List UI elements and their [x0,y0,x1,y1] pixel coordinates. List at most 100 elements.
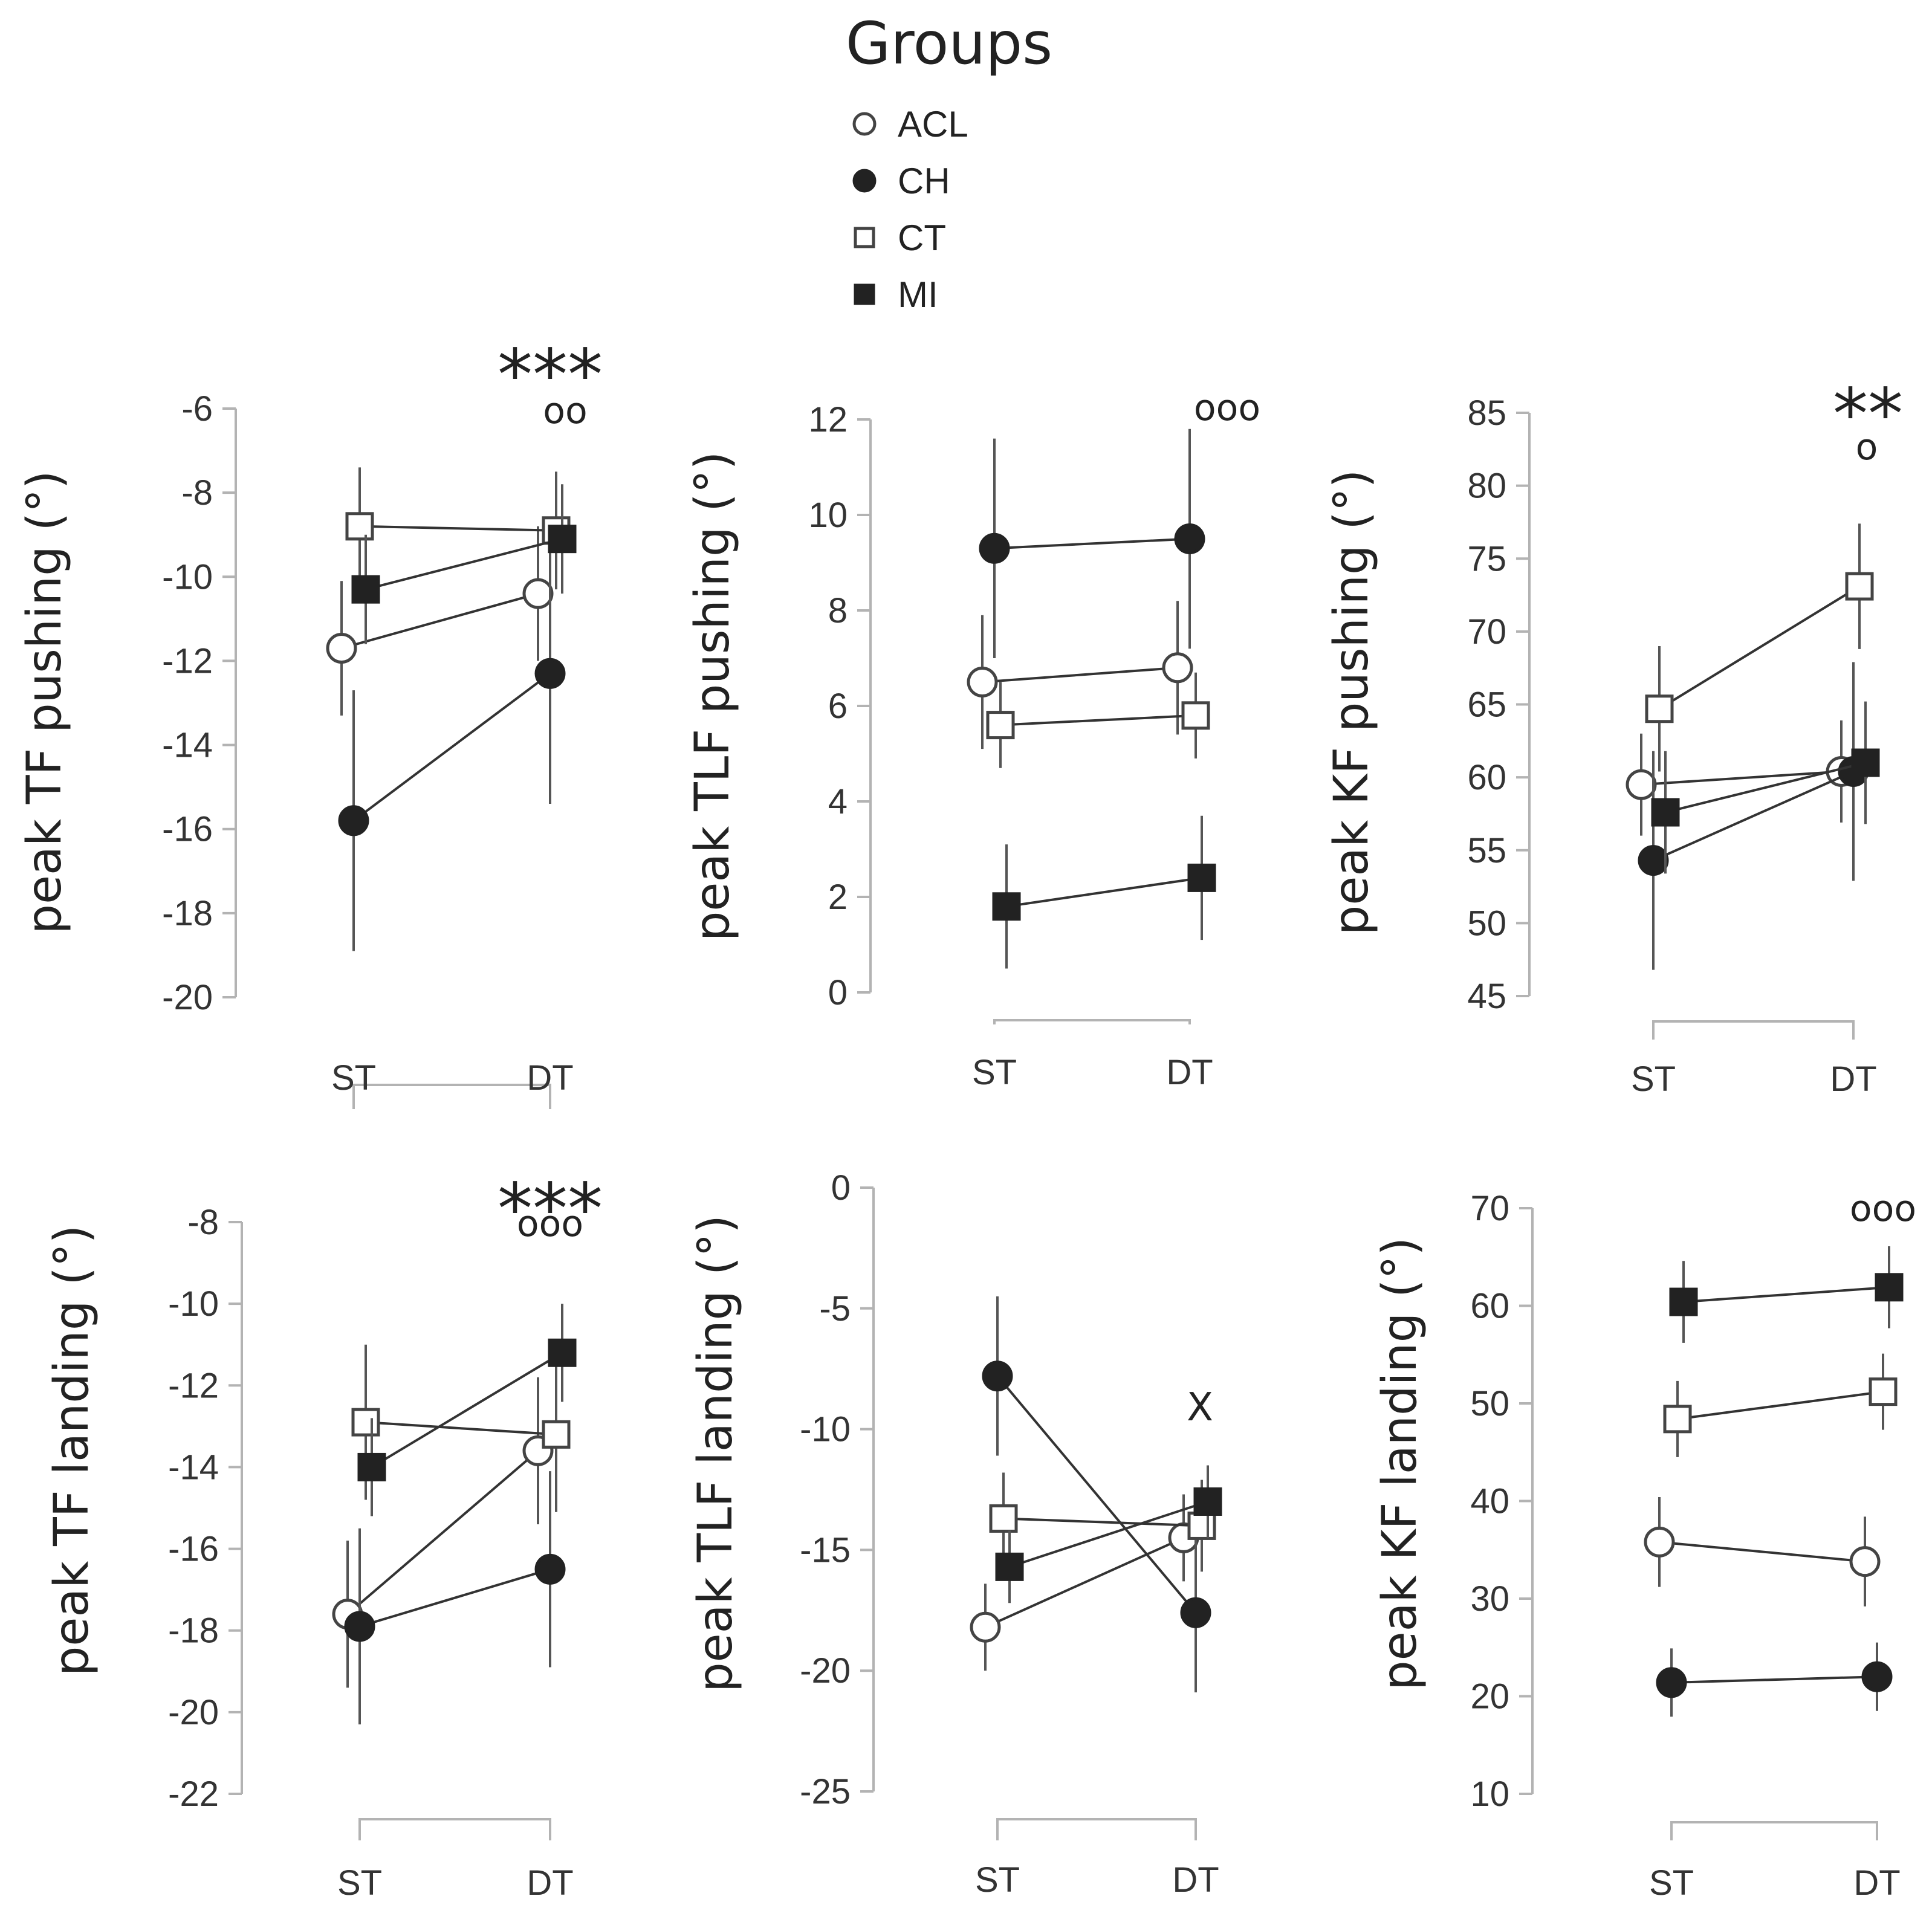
y-tick-label: 50 [1470,1384,1509,1423]
legend-entries: ACL CH CT MI [852,104,968,315]
significance-annotation: ooo [1850,1188,1916,1230]
panel-peak-tf-pushing: -6 -8 -10 -12 -14 -16 -18 -20 ST DT peak TF pushin… [18,334,603,1109]
series-line [996,1375,1197,1614]
y-axis-label: peak TF pushing (°) [18,471,72,934]
x-tick-label-dt: DT [1830,1060,1876,1099]
y-tick-label: -18 [162,894,213,933]
y-tick-label: 50 [1467,904,1506,943]
series-ct [989,1472,1216,1572]
point-ct-dt [1845,572,1874,601]
series-line [1000,714,1196,726]
significance-annotation: X [1187,1385,1213,1430]
series-line [1009,1500,1208,1568]
significance-annotation: *** [498,334,603,416]
series-ch [338,543,566,951]
x-tick-label-dt: DT [1172,1860,1219,1900]
series-line [1641,770,1842,786]
y-tick-label: -20 [800,1651,851,1690]
series-line [365,1421,557,1436]
series-ct [345,467,571,590]
point-ct-st [986,711,1015,740]
series-line [346,1449,539,1616]
y-tick-label: 4 [828,782,848,821]
point-ct-dt [1181,701,1210,730]
mi-legend-marker [854,283,875,305]
series-line [341,592,539,650]
series-mi [992,815,1216,969]
y-tick-label: -6 [181,389,213,429]
point-mi-dt [1851,748,1880,777]
point-mi-st [351,575,380,604]
point-ct-st [1663,1405,1692,1434]
x-tick-label-st: ST [331,1058,376,1098]
series-line [365,537,563,591]
series-line [1683,1286,1890,1304]
y-tick-label: 10 [808,496,848,535]
point-ch-dt [534,658,566,689]
series-acl [326,526,554,716]
legend-entry-acl: ACL [852,104,968,144]
panel-peak-tf-landing: -8 -10 -12 -14 -16 -18 -20 -22 ST DT peak TF landi… [45,1168,603,1903]
legend-entry-mi: MI [854,274,938,315]
y-axis-label: peak TF landing (°) [45,1225,99,1676]
x-axis-bracket [358,1818,551,1840]
series-ct [986,672,1210,768]
legend-label-acl: ACL [898,104,968,144]
series-ch [1656,1642,1893,1717]
x-tick-label-st: ST [1649,1863,1694,1903]
x-tick-label-st: ST [975,1860,1020,1900]
point-ch-dt [1180,1597,1211,1628]
x-tick-label-st: ST [1631,1060,1676,1099]
y-tick-label: -16 [162,810,213,849]
panels: -6 -8 -10 -12 -14 -16 -18 -20 ST DT peak TF pushin… [18,334,1916,1903]
y-tick-label: 45 [1467,977,1506,1016]
series-mi [357,1304,577,1516]
point-mi-st [357,1452,386,1481]
point-mi-dt [1875,1273,1904,1302]
x-tick-label-st: ST [972,1053,1017,1092]
y-tick-label: 65 [1467,685,1506,725]
x-axis-bracket [1670,1821,1878,1840]
x-tick-label-dt: DT [527,1863,573,1903]
legend-entry-ct: CT [854,218,946,258]
series-acl [970,1494,1199,1671]
series-ct [1645,523,1874,772]
legend-label-ch: CH [898,161,950,201]
series-acl [332,1377,554,1688]
point-acl-st [326,633,357,664]
x-axis-bracket [993,1019,1191,1024]
ct-legend-marker [854,227,875,248]
x-tick-label-dt: DT [527,1058,573,1098]
y-tick-label: 2 [828,878,848,917]
point-ct-st [989,1504,1018,1533]
point-ct-st [351,1408,380,1437]
y-tick-label: 80 [1467,467,1506,506]
point-ct-dt [1187,1511,1216,1540]
series-line [994,537,1190,550]
y-tick-label: -16 [168,1530,219,1569]
point-ch-dt [534,1553,566,1585]
series-line [359,1568,551,1628]
x-tick-label-dt: DT [1166,1053,1213,1092]
series-ch [344,1471,566,1725]
y-tick-label: -15 [800,1530,851,1570]
y-tick-label: -8 [187,1203,219,1242]
panel-peak-tlf-pushing: 12 10 8 6 4 2 0 ST DT peak TLF pushing (°) ooo [686,387,1260,1092]
y-tick-label: 40 [1470,1482,1509,1521]
series-line [1659,1541,1866,1563]
series-line [352,672,551,822]
y-tick-label: -18 [168,1611,219,1651]
point-ct-dt [542,1420,571,1449]
series-line [1671,1675,1878,1684]
series-acl [967,601,1193,749]
point-mi-dt [548,1338,577,1367]
point-ch-st [344,1611,375,1642]
series-mi [1651,701,1880,874]
series-acl [1644,1497,1881,1606]
point-ct-st [345,512,374,541]
point-acl-st [967,667,998,697]
y-tick-label: -10 [800,1410,851,1449]
series-mi [995,1465,1222,1603]
series-line [371,1351,563,1469]
significance-annotation: ooo [517,1203,583,1245]
